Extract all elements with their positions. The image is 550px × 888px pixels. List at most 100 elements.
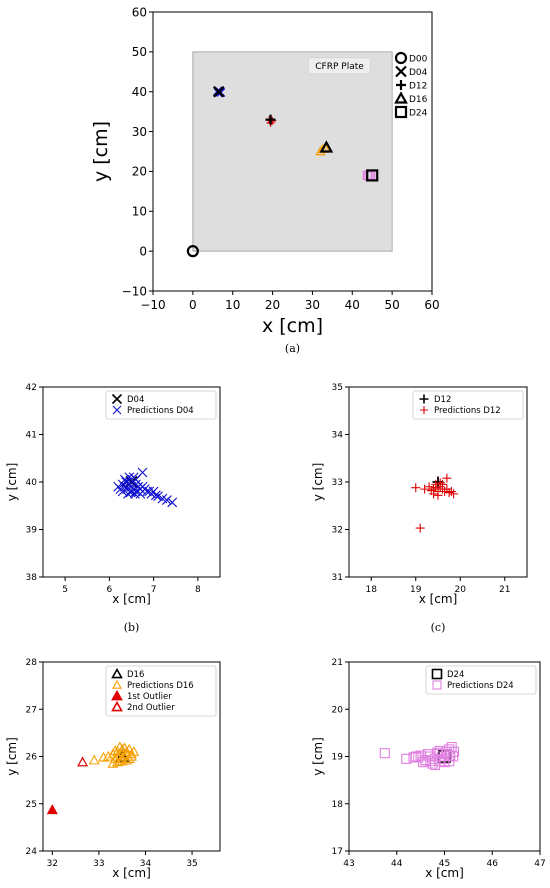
data-point-1-20 xyxy=(426,486,436,496)
data-point-1-22 xyxy=(116,753,128,764)
data-point-1-23 xyxy=(112,750,123,761)
chart-d: 32 33 34 35 24 25 26 27 28 x [cm] y [cm] D16Predict… xyxy=(5,658,221,880)
data-point-3-0 xyxy=(77,756,89,767)
legend-label: D04 xyxy=(127,395,144,405)
data-point-1-0 xyxy=(88,754,100,765)
data-point-1-18 xyxy=(114,741,126,752)
y-tick-label: −10 xyxy=(122,284,147,298)
chart-a: CFRP Plate −10 0 10 20 30 40 50 60 −10 0 10 20 30 40 50… xyxy=(90,5,440,355)
data-point-1-34 xyxy=(130,488,140,499)
data-point-2-0 xyxy=(265,114,276,125)
x-tick-label: 32 xyxy=(47,859,58,869)
legend-label: D16 xyxy=(127,670,144,680)
legend-marker-1 xyxy=(420,406,428,414)
data-point-0-0 xyxy=(186,245,199,258)
data-point-1-29 xyxy=(420,755,431,766)
data-point-1-12 xyxy=(446,487,456,496)
y-axis-label: y [cm] xyxy=(311,737,325,776)
data-point-1-26 xyxy=(167,497,178,508)
legend-label: D16 xyxy=(409,95,428,105)
x-tick-label: 10 xyxy=(225,298,240,312)
y-tick-label: 19 xyxy=(332,753,344,763)
x-tick-label: 0 xyxy=(189,298,197,312)
y-axis-label: y [cm] xyxy=(311,463,325,502)
y-tick-label: 26 xyxy=(26,753,38,763)
legend-marker-1 xyxy=(432,680,442,690)
plate-area xyxy=(192,51,393,252)
data-point-1-28 xyxy=(124,472,135,483)
x-tick-label: 45 xyxy=(439,859,450,869)
x-axis-label: x [cm] xyxy=(112,866,151,880)
y-tick-label: 24 xyxy=(26,847,38,857)
data-point-1-22 xyxy=(150,490,161,501)
legend-marker-0 xyxy=(111,667,123,679)
y-tick-label: 25 xyxy=(26,800,37,810)
y-tick-label: 31 xyxy=(332,573,343,583)
x-axis-label: x [cm] xyxy=(112,592,151,606)
data-point-4-0 xyxy=(366,169,379,182)
data-point-1-2 xyxy=(102,750,114,761)
y-tick-label: 32 xyxy=(332,526,343,536)
x-tick-label: 20 xyxy=(265,298,280,312)
legend-marker-4 xyxy=(394,105,408,119)
data-point-1-25 xyxy=(162,495,172,505)
y-tick-label: 30 xyxy=(132,125,147,139)
x-tick-label: 33 xyxy=(93,859,104,869)
legend-box xyxy=(105,665,217,717)
y-tick-label: 20 xyxy=(132,165,147,179)
chart-c: 18 19 20 21 31 32 33 34 35 x [cm] y [cm] D12Predict… xyxy=(311,383,528,634)
legend-marker-0 xyxy=(419,394,429,404)
plate-label-box xyxy=(308,57,371,75)
data-point-2-0 xyxy=(46,804,58,815)
data-point-1-13 xyxy=(107,757,119,768)
data-point-1-27 xyxy=(445,750,456,761)
legend-label: Predictions D12 xyxy=(434,406,501,416)
legend-marker-0 xyxy=(394,51,408,65)
y-tick-label: 50 xyxy=(132,45,147,59)
data-point-1-1 xyxy=(401,753,412,764)
data-point-1-24 xyxy=(121,748,133,759)
panel-caption: (a) xyxy=(285,342,300,355)
data-point-1-0 xyxy=(212,85,225,98)
y-tick-label: 10 xyxy=(132,205,147,219)
x-tick-label: 40 xyxy=(345,298,360,312)
data-point-1-13 xyxy=(449,489,459,499)
data-point-1-0 xyxy=(379,748,390,759)
y-tick-label: 18 xyxy=(332,800,344,810)
x-tick-label: 21 xyxy=(499,585,510,595)
x-tick-label: −10 xyxy=(140,298,165,312)
data-point-1-14 xyxy=(433,490,443,500)
y-tick-label: 34 xyxy=(332,431,344,441)
legend-label: D00 xyxy=(409,55,428,65)
legend-label: D24 xyxy=(409,109,428,119)
data-point-1-11 xyxy=(444,487,454,497)
panel-caption: (c) xyxy=(431,621,446,634)
y-tick-label: 35 xyxy=(332,383,343,393)
x-tick-label: 35 xyxy=(186,859,197,869)
data-point-1-1 xyxy=(420,484,430,494)
x-tick-label: 43 xyxy=(343,859,354,869)
legend-marker-0 xyxy=(431,668,443,680)
data-point-1-28 xyxy=(413,752,424,763)
y-tick-label: 20 xyxy=(332,705,344,715)
x-tick-label: 19 xyxy=(410,585,422,595)
y-axis-label: y [cm] xyxy=(5,737,19,776)
data-point-1-18 xyxy=(415,523,425,533)
x-tick-label: 30 xyxy=(305,298,320,312)
data-point-1-17 xyxy=(442,473,452,483)
y-tick-label: 17 xyxy=(332,847,343,857)
data-point-1-31 xyxy=(131,474,141,485)
legend-marker-1 xyxy=(112,405,122,415)
y-axis-label: y [cm] xyxy=(5,463,19,502)
chart-e: 43 44 45 46 47 17 18 19 20 21 x [cm] y [cm] D24Predi… xyxy=(311,658,546,880)
y-tick-label: 21 xyxy=(332,658,343,668)
data-point-1-0 xyxy=(411,483,421,493)
x-axis-label: x [cm] xyxy=(262,315,323,337)
data-point-1-16 xyxy=(435,478,445,488)
data-point-1-26 xyxy=(441,746,452,757)
legend-label: 1st Outlier xyxy=(127,692,172,702)
data-point-1-7 xyxy=(116,743,128,754)
y-tick-label: 40 xyxy=(26,478,38,488)
legend-label: D24 xyxy=(447,670,464,680)
data-point-1-29 xyxy=(119,474,130,485)
